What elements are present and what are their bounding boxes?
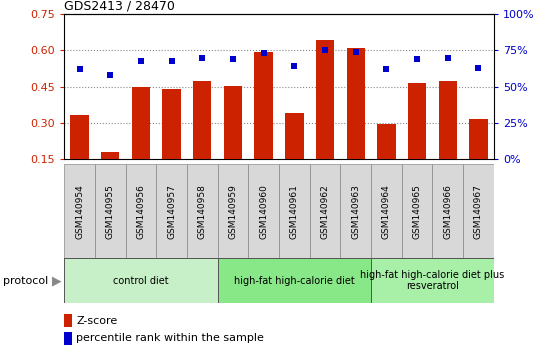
- Point: [75, 67, 84, 72]
- Bar: [132, 87, 150, 159]
- Point: [412, 56, 421, 62]
- Bar: [224, 86, 242, 159]
- Bar: [285, 113, 304, 159]
- Bar: [402, 164, 432, 258]
- Bar: [377, 124, 396, 159]
- Bar: [254, 52, 273, 159]
- Point: [229, 56, 238, 62]
- Bar: [156, 164, 187, 258]
- Bar: [316, 40, 334, 159]
- Point: [351, 49, 360, 55]
- Text: GSM140965: GSM140965: [412, 184, 422, 239]
- Text: GSM140957: GSM140957: [167, 184, 176, 239]
- Text: GSM140960: GSM140960: [259, 184, 268, 239]
- Text: GSM140958: GSM140958: [198, 184, 207, 239]
- Bar: [310, 164, 340, 258]
- Bar: [279, 164, 310, 258]
- Text: GSM140961: GSM140961: [290, 184, 299, 239]
- Bar: [432, 164, 463, 258]
- Bar: [95, 164, 126, 258]
- Text: GSM140964: GSM140964: [382, 184, 391, 239]
- Bar: [347, 48, 365, 159]
- Bar: [101, 152, 119, 159]
- Point: [136, 58, 145, 63]
- Bar: [64, 314, 72, 327]
- Text: GSM140966: GSM140966: [443, 184, 453, 239]
- Point: [259, 51, 268, 56]
- Bar: [64, 332, 72, 345]
- Point: [320, 48, 329, 53]
- Bar: [439, 81, 457, 159]
- Text: GSM140956: GSM140956: [136, 184, 146, 239]
- Point: [167, 58, 176, 63]
- Text: GSM140962: GSM140962: [320, 184, 330, 239]
- Point: [105, 72, 115, 78]
- Bar: [248, 164, 279, 258]
- Bar: [469, 119, 488, 159]
- Bar: [218, 164, 248, 258]
- Point: [443, 55, 452, 61]
- Point: [290, 64, 299, 69]
- Text: ▶: ▶: [52, 274, 61, 287]
- Text: GSM140963: GSM140963: [351, 184, 360, 239]
- Text: control diet: control diet: [113, 275, 169, 286]
- Text: Z-score: Z-score: [76, 316, 117, 326]
- Point: [382, 67, 391, 72]
- Text: high-fat high-calorie diet: high-fat high-calorie diet: [234, 275, 355, 286]
- Bar: [64, 258, 218, 303]
- Bar: [193, 81, 211, 159]
- Bar: [463, 164, 494, 258]
- Point: [198, 55, 206, 61]
- Bar: [70, 115, 89, 159]
- Text: GSM140959: GSM140959: [228, 184, 238, 239]
- Bar: [408, 83, 426, 159]
- Bar: [64, 164, 95, 258]
- Bar: [218, 258, 371, 303]
- Text: protocol: protocol: [3, 275, 48, 286]
- Text: GDS2413 / 28470: GDS2413 / 28470: [64, 0, 175, 13]
- Point: [474, 65, 483, 71]
- Bar: [371, 258, 494, 303]
- Bar: [187, 164, 218, 258]
- Text: GSM140967: GSM140967: [474, 184, 483, 239]
- Bar: [126, 164, 156, 258]
- Bar: [340, 164, 371, 258]
- Text: percentile rank within the sample: percentile rank within the sample: [76, 333, 264, 343]
- Text: GSM140955: GSM140955: [105, 184, 115, 239]
- Text: high-fat high-calorie diet plus
resveratrol: high-fat high-calorie diet plus resverat…: [360, 270, 504, 291]
- Bar: [162, 89, 181, 159]
- Bar: [371, 164, 402, 258]
- Text: GSM140954: GSM140954: [75, 184, 84, 239]
